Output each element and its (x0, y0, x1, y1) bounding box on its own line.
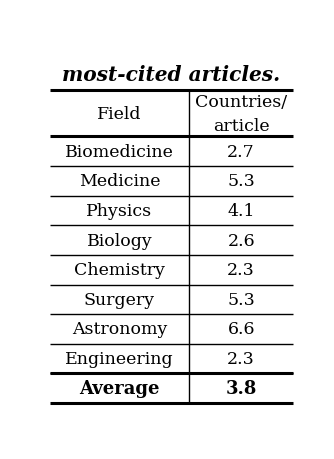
Text: Medicine: Medicine (79, 173, 160, 190)
Text: most-cited articles.: most-cited articles. (62, 65, 280, 85)
Text: 2.3: 2.3 (227, 350, 255, 367)
Text: Astronomy: Astronomy (72, 321, 167, 338)
Text: Engineering: Engineering (65, 350, 174, 367)
Text: 6.6: 6.6 (227, 321, 255, 338)
Text: Biomedicine: Biomedicine (65, 143, 174, 160)
Text: Field: Field (97, 106, 142, 123)
Text: 3.8: 3.8 (225, 380, 257, 397)
Text: Physics: Physics (87, 202, 153, 219)
Text: Biology: Biology (87, 232, 152, 249)
Text: 2.7: 2.7 (227, 143, 255, 160)
Text: Countries/
article: Countries/ article (195, 94, 287, 134)
Text: Surgery: Surgery (84, 291, 155, 308)
Text: Average: Average (79, 380, 160, 397)
Text: 2.3: 2.3 (227, 262, 255, 279)
Text: 5.3: 5.3 (227, 291, 255, 308)
Text: 4.1: 4.1 (227, 202, 255, 219)
Text: Chemistry: Chemistry (74, 262, 165, 279)
Text: 5.3: 5.3 (227, 173, 255, 190)
Text: 2.6: 2.6 (227, 232, 255, 249)
